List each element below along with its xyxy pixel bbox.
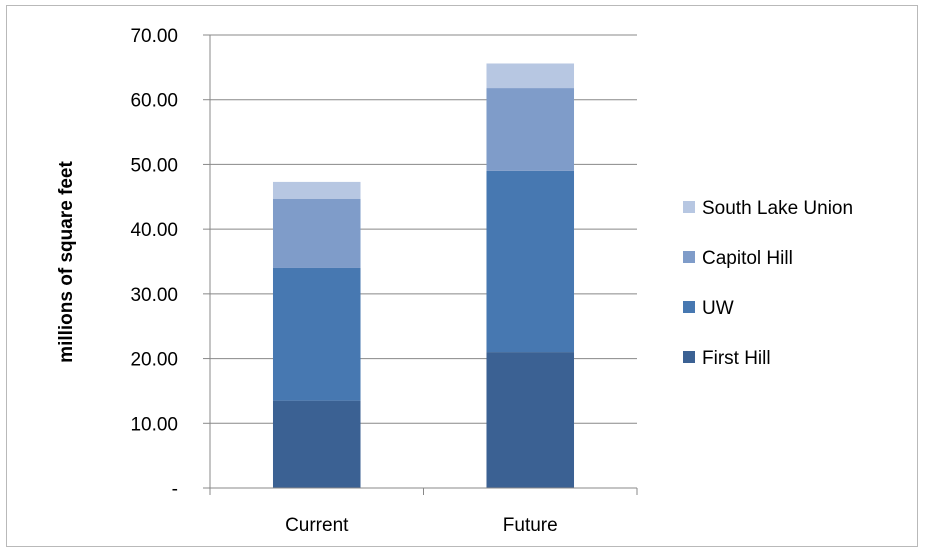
legend-swatch xyxy=(683,301,695,313)
legend-swatch xyxy=(683,251,695,263)
y-tick-label: 70.00 xyxy=(130,26,178,47)
legend-label: First Hill xyxy=(702,348,771,369)
bar-segment-capitol-hill xyxy=(272,198,361,268)
y-tick-label: - xyxy=(172,479,178,500)
legend: South Lake Union Capitol Hill UW First Hill xyxy=(683,198,853,369)
bar-segment-first-hill xyxy=(272,400,361,488)
y-tick-label: 50.00 xyxy=(130,155,178,176)
y-tick-label: 30.00 xyxy=(130,285,178,306)
bars xyxy=(272,63,575,488)
bar-segment-capitol-hill xyxy=(486,88,575,171)
chart-frame xyxy=(6,5,918,547)
bar-segment-uw xyxy=(272,267,361,401)
y-axis-label: millions of square feet xyxy=(56,161,77,363)
x-tick-labels: Current Future xyxy=(285,515,558,536)
y-tick-label: 20.00 xyxy=(130,350,178,371)
legend-label: South Lake Union xyxy=(702,198,853,219)
bar-segment-first-hill xyxy=(486,352,575,488)
legend-label: Capitol Hill xyxy=(702,248,793,269)
y-tick-label: 10.00 xyxy=(130,414,178,435)
bar-segment-uw xyxy=(486,170,575,353)
axes xyxy=(203,34,638,495)
bar-segment-south-lake-union xyxy=(486,63,575,89)
x-tick-label: Future xyxy=(503,515,558,536)
y-tick-label: 40.00 xyxy=(130,220,178,241)
y-tick-label: 60.00 xyxy=(130,91,178,112)
legend-swatch xyxy=(683,351,695,363)
legend-label: UW xyxy=(702,298,734,319)
bar-segment-south-lake-union xyxy=(272,181,361,199)
legend-swatch xyxy=(683,201,695,213)
x-tick-label: Current xyxy=(285,515,349,536)
y-tick-labels: - 10.00 20.00 30.00 40.00 50.00 60.00 70.00 xyxy=(130,26,178,500)
